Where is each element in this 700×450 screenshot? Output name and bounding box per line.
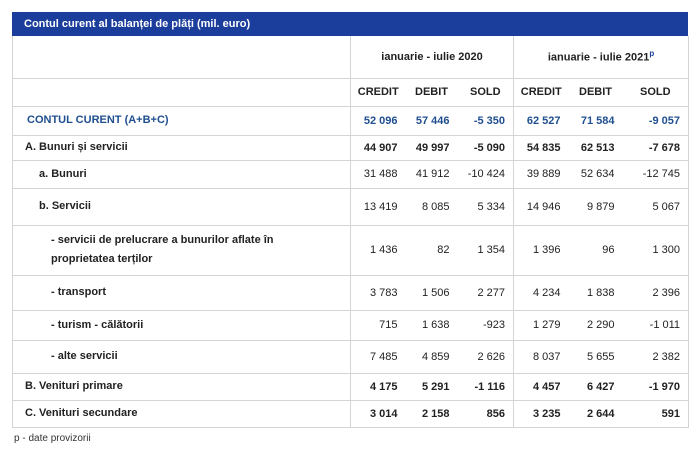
- table-row: - turism - călătorii 715 1 638 -923 1 279 2 2…: [12, 310, 690, 341]
- cell-value: 2 644: [568, 400, 623, 428]
- cell-value: -1 116: [457, 373, 514, 401]
- cell-value: -1 011: [622, 310, 690, 341]
- cell-value: 2 626: [457, 340, 514, 374]
- cell-value: 4 457: [513, 373, 569, 401]
- row-label: C. Venituri secundare: [12, 400, 351, 428]
- cell-value: 71 584: [568, 106, 623, 136]
- cell-value: 856: [457, 400, 514, 428]
- cell-value: -5 090: [457, 135, 514, 161]
- cell-value: 2 382: [622, 340, 690, 374]
- cell-value: 54 835: [513, 135, 569, 161]
- table-row: CONTUL CURENT (A+B+C) 52 096 57 446 -5 350 6…: [12, 106, 690, 136]
- cell-value: 5 067: [622, 188, 690, 226]
- cell-value: 4 859: [405, 340, 458, 374]
- column-header: CREDIT: [350, 78, 406, 107]
- column-header: CREDIT: [513, 78, 569, 107]
- cell-value: 4 175: [350, 373, 406, 401]
- cell-value: 1 506: [405, 275, 458, 311]
- cell-value: 5 655: [568, 340, 623, 374]
- cell-value: 44 907: [350, 135, 406, 161]
- cell-value: 7 485: [350, 340, 406, 374]
- period-label: ianuarie - iulie 2020: [381, 50, 483, 63]
- cell-value: 3 783: [350, 275, 406, 311]
- cell-value: 1 396: [513, 225, 569, 276]
- cell-value: 1 279: [513, 310, 569, 341]
- cell-value: 41 912: [405, 160, 458, 189]
- cell-value: 52 634: [568, 160, 623, 189]
- cell-value: 2 396: [622, 275, 690, 311]
- cell-value: 13 419: [350, 188, 406, 226]
- cell-value: 8 037: [513, 340, 569, 374]
- row-label: CONTUL CURENT (A+B+C): [12, 106, 351, 136]
- cell-value: 49 997: [405, 135, 458, 161]
- cell-value: 96: [568, 225, 623, 276]
- row-label: - turism - călătorii: [12, 310, 351, 341]
- cell-value: 1 638: [405, 310, 458, 341]
- cell-value: 1 354: [457, 225, 514, 276]
- cell-value: 1 300: [622, 225, 690, 276]
- column-header: SOLD: [457, 78, 514, 107]
- footnote: p - date provizorii: [14, 433, 91, 444]
- cell-value: 31 488: [350, 160, 406, 189]
- period-note: p: [649, 49, 655, 59]
- cell-value: 3 014: [350, 400, 406, 428]
- period-label: ianuarie - iulie 2021: [547, 52, 650, 65]
- row-label: A. Bunuri și servicii: [12, 135, 351, 161]
- cell-value: 52 096: [350, 106, 406, 136]
- table-row: B. Venituri primare 4 175 5 291 -1 116 4 457…: [12, 373, 690, 401]
- header-row: ianuarie - iulie 2020 ianuarie - iulie 20…: [12, 36, 690, 79]
- table-title: Contul curent al balanței de plăți (mil.…: [12, 12, 688, 36]
- header-blank: [12, 36, 351, 79]
- cell-value: -7 678: [622, 135, 690, 161]
- balance-table: ianuarie - iulie 2020 ianuarie - iulie 20…: [12, 36, 690, 428]
- period-header: ianuarie - iulie 2020: [349, 36, 514, 79]
- table-row: a. Bunuri 31 488 41 912 -10 424 39 889 52 634…: [12, 160, 690, 189]
- cell-value: 82: [405, 225, 458, 276]
- cell-value: 14 946: [513, 188, 569, 226]
- cell-value: 591: [622, 400, 690, 428]
- cell-value: 1 436: [350, 225, 406, 276]
- row-label: b. Servicii: [12, 188, 351, 226]
- cell-value: 62 527: [513, 106, 569, 136]
- header-row: CREDIT DEBIT SOLD CREDIT DEBIT SOLD: [12, 78, 690, 107]
- cell-value: -9 057: [622, 106, 690, 136]
- table-row: - alte servicii 7 485 4 859 2 626 8 037 5 655…: [12, 340, 690, 374]
- row-label: a. Bunuri: [12, 160, 351, 189]
- cell-value: 4 234: [513, 275, 569, 311]
- cell-value: 5 334: [457, 188, 514, 226]
- cell-value: 5 291: [405, 373, 458, 401]
- cell-value: 9 879: [568, 188, 623, 226]
- cell-value: 715: [350, 310, 406, 341]
- cell-value: 2 290: [568, 310, 623, 341]
- cell-value: 57 446: [405, 106, 458, 136]
- cell-value: 6 427: [568, 373, 623, 401]
- cell-value: 8 085: [405, 188, 458, 226]
- cell-value: 62 513: [568, 135, 623, 161]
- column-header: DEBIT: [568, 78, 623, 107]
- column-header: DEBIT: [405, 78, 458, 107]
- cell-value: -12 745: [622, 160, 690, 189]
- cell-value: -1 970: [622, 373, 690, 401]
- row-label: - alte servicii: [12, 340, 351, 374]
- period-header: ianuarie - iulie 2021p: [513, 36, 690, 79]
- table-row: b. Servicii 13 419 8 085 5 334 14 946 9 879 5 …: [12, 188, 690, 226]
- cell-value: -5 350: [457, 106, 514, 136]
- table-row: - servicii de prelucrare a bunurilor afl…: [12, 225, 690, 276]
- row-label: - servicii de prelucrare a bunurilor afl…: [12, 225, 351, 276]
- cell-value: 2 158: [405, 400, 458, 428]
- cell-value: -923: [457, 310, 514, 341]
- cell-value: -10 424: [457, 160, 514, 189]
- table-row: - transport 3 783 1 506 2 277 4 234 1 838 2 39…: [12, 275, 690, 311]
- cell-value: 1 838: [568, 275, 623, 311]
- column-header: SOLD: [622, 78, 690, 107]
- row-label: - transport: [12, 275, 351, 311]
- cell-value: 3 235: [513, 400, 569, 428]
- cell-value: 39 889: [513, 160, 569, 189]
- cell-value: 2 277: [457, 275, 514, 311]
- row-label: B. Venituri primare: [12, 373, 351, 401]
- header-blank: [12, 78, 351, 107]
- table-row: A. Bunuri și servicii 44 907 49 997 -5 090 5…: [12, 135, 690, 161]
- table-row: C. Venituri secundare 3 014 2 158 856 3 235 2…: [12, 400, 690, 428]
